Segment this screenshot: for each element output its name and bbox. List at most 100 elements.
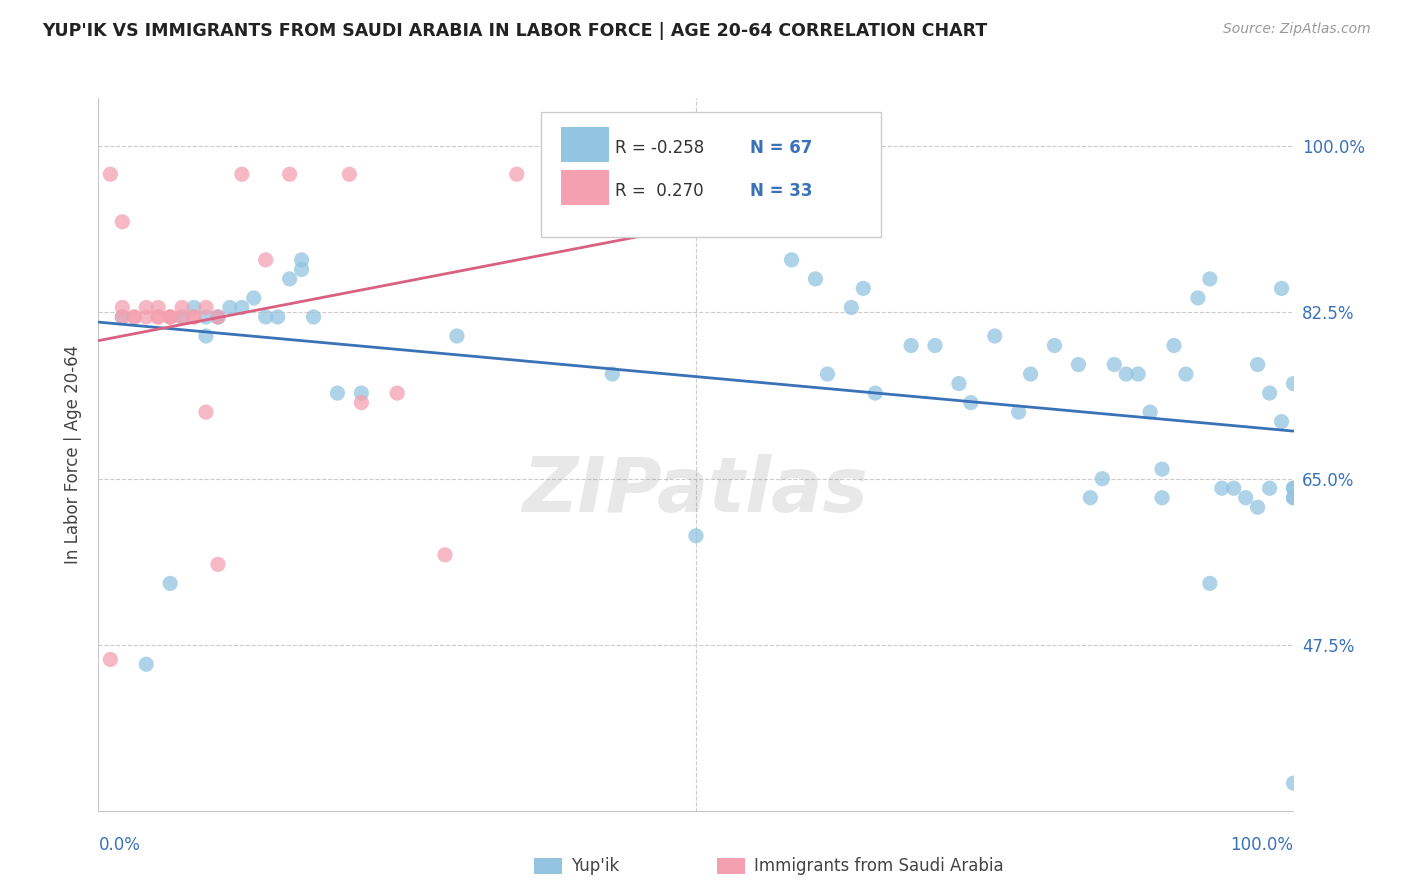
Text: Immigrants from Saudi Arabia: Immigrants from Saudi Arabia [754,857,1004,875]
Point [815,367,838,381]
Point [231,167,253,181]
Point [254,310,277,324]
Point [1222,481,1246,495]
Text: Source: ZipAtlas.com: Source: ZipAtlas.com [1223,22,1371,37]
Point [183,310,205,324]
Text: R = -0.258: R = -0.258 [614,139,704,157]
Point [111,310,134,324]
Point [433,548,456,562]
Point [207,310,229,324]
Point [446,329,468,343]
Point [98,167,122,181]
Point [207,310,229,324]
Point [745,215,768,229]
Point [98,652,122,666]
Point [135,657,157,672]
Point [254,252,277,267]
Point [291,252,314,267]
Point [148,310,170,324]
Point [302,310,325,324]
Point [291,262,314,277]
Point [194,310,218,324]
Point [148,310,170,324]
Point [1102,358,1125,372]
Point [1198,272,1220,286]
Point [1019,367,1042,381]
Point [183,310,205,324]
Point [124,310,146,324]
Point [1007,405,1029,419]
Point [183,301,205,315]
Point [194,405,218,419]
Point [1080,491,1102,505]
Point [172,310,194,324]
Point [804,272,827,286]
Point [339,167,360,181]
Point [1043,338,1066,352]
Point [159,310,181,324]
Point [1175,367,1198,381]
Point [1139,405,1161,419]
Point [1067,358,1090,372]
Point [506,167,529,181]
Point [1115,367,1137,381]
Point [278,272,301,286]
Point [1271,281,1294,295]
Point [1282,481,1305,495]
Point [637,167,659,181]
Point [900,338,922,352]
Text: 100.0%: 100.0% [1230,836,1294,854]
Point [207,310,229,324]
Point [148,301,170,315]
Point [111,215,134,229]
Point [111,301,134,315]
Point [1282,376,1305,391]
Point [1128,367,1150,381]
Point [194,329,218,343]
Point [172,301,194,315]
Point [1258,386,1281,401]
Point [135,301,157,315]
Point [243,291,266,305]
Point [350,386,373,401]
Point [159,310,181,324]
Point [194,301,218,315]
Point [1246,358,1268,372]
Text: N = 33: N = 33 [749,182,813,200]
FancyBboxPatch shape [561,170,609,205]
Point [124,310,146,324]
Point [172,310,194,324]
Text: R =  0.270: R = 0.270 [614,182,703,200]
Point [852,281,875,295]
Point [1198,576,1220,591]
Point [948,376,970,391]
Point [1163,338,1185,352]
FancyBboxPatch shape [540,112,882,237]
Point [1258,481,1281,495]
Point [1282,776,1305,790]
Point [637,167,659,181]
Point [219,301,242,315]
Point [350,395,373,409]
Point [1246,500,1268,515]
Point [1211,481,1233,495]
Point [685,529,707,543]
Point [984,329,1007,343]
Point [385,386,409,401]
Point [841,301,863,315]
Point [159,576,181,591]
Point [1282,491,1305,505]
Point [111,310,134,324]
Point [267,310,290,324]
Point [1271,415,1294,429]
Text: YUP'IK VS IMMIGRANTS FROM SAUDI ARABIA IN LABOR FORCE | AGE 20-64 CORRELATION CH: YUP'IK VS IMMIGRANTS FROM SAUDI ARABIA I… [42,22,987,40]
Point [207,558,229,572]
Text: Yup'ik: Yup'ik [571,857,619,875]
Point [1150,462,1173,476]
Point [159,310,181,324]
Point [780,252,803,267]
Point [326,386,349,401]
Point [1282,491,1305,505]
Point [135,310,157,324]
Text: ZIPatlas: ZIPatlas [523,454,869,527]
